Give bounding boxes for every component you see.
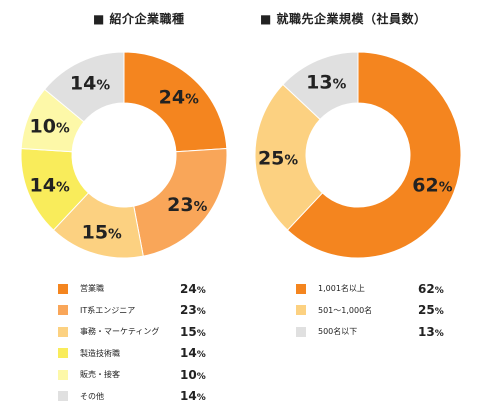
legend-swatch [296,327,306,337]
legend-value: 10% [180,368,206,382]
legend-swatch [58,348,68,358]
legend-label: 500名以下 [318,326,418,337]
legend-value: 25% [418,303,444,317]
legend-swatch [58,284,68,294]
legend-swatch [58,327,68,337]
legend-label: 営業職 [80,283,180,294]
legend-label: 事務・マーケティング [80,326,180,337]
legend-value: 14% [180,346,206,360]
legend-label: その他 [80,391,180,402]
legend-value: 62% [418,282,444,296]
legend-value: 24% [180,282,206,296]
job-type-donut: 24%23%15%14%10%14% [0,0,240,270]
legend-value: 14% [180,389,206,403]
legend-swatch [296,305,306,315]
legend-swatch [296,284,306,294]
legend-value: 15% [180,325,206,339]
legend-label: 製造技術職 [80,348,180,359]
legend-label: 501～1,000名 [318,305,418,316]
legend-value: 23% [180,303,206,317]
legend-label: 販売・接客 [80,369,180,380]
legend-swatch [58,370,68,380]
legend-value: 13% [418,325,444,339]
company-size-donut: 62%25%13% [240,0,480,270]
legend-label: IT系エンジニア [80,305,180,316]
legend-label: 1,001名以上 [318,283,418,294]
legend-swatch [58,305,68,315]
